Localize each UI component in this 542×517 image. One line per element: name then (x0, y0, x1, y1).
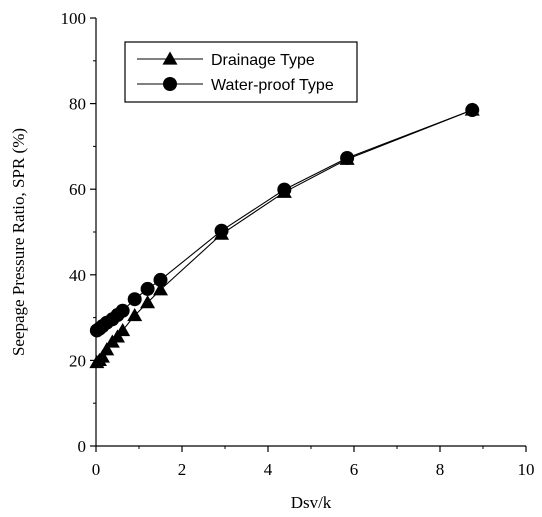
y-tick-label: 80 (69, 95, 86, 114)
data-point-drainage-type (153, 282, 168, 296)
x-axis-title: Dsv/k (291, 493, 332, 512)
series-drainage-type (89, 102, 480, 369)
axes: 0 20 40 60 80 100 0 2 4 6 8 10 (61, 9, 535, 479)
legend-marker-water-proof-type (163, 77, 177, 91)
series-line-drainage-type (96, 109, 473, 363)
data-point-water-proof-type (153, 272, 168, 287)
y-tick-label: 20 (69, 351, 86, 370)
y-tick-label: 60 (69, 180, 86, 199)
data-point-drainage-type (99, 342, 115, 356)
data-point-water-proof-type (277, 182, 292, 197)
data-point-water-proof-type (127, 292, 142, 307)
y-axis-title: Seepage Pressure Ratio, SPR (%) (9, 128, 28, 356)
data-point-drainage-type (127, 307, 143, 322)
data-point-water-proof-type (340, 150, 355, 165)
x-tick-label: 8 (436, 460, 445, 479)
legend-label-water-proof-type: Water-proof Type (211, 77, 334, 94)
legend-label-drainage-type: Drainage Type (211, 52, 315, 69)
legend-box (124, 41, 358, 103)
data-point-drainage-type (115, 322, 131, 337)
series-layer (89, 102, 480, 369)
x-tick-label: 6 (350, 460, 359, 479)
x-tick-label: 10 (518, 460, 535, 479)
data-point-water-proof-type (214, 223, 229, 238)
legend: Drainage Type Water-proof Type (124, 41, 358, 103)
x-tick-label: 4 (264, 460, 273, 479)
data-point-drainage-type (140, 295, 156, 309)
data-point-water-proof-type (140, 281, 155, 296)
data-point-water-proof-type (465, 103, 480, 118)
y-tick-label: 0 (78, 437, 87, 456)
data-point-drainage-type (94, 349, 110, 363)
x-tick-label: 2 (178, 460, 187, 479)
series-water-proof-type (89, 103, 480, 338)
x-tick-label: 0 (92, 460, 101, 479)
y-tick-label: 40 (69, 266, 86, 285)
data-point-water-proof-type (115, 303, 130, 318)
legend-marker-drainage-type (162, 51, 178, 65)
y-tick-label: 100 (61, 9, 87, 28)
